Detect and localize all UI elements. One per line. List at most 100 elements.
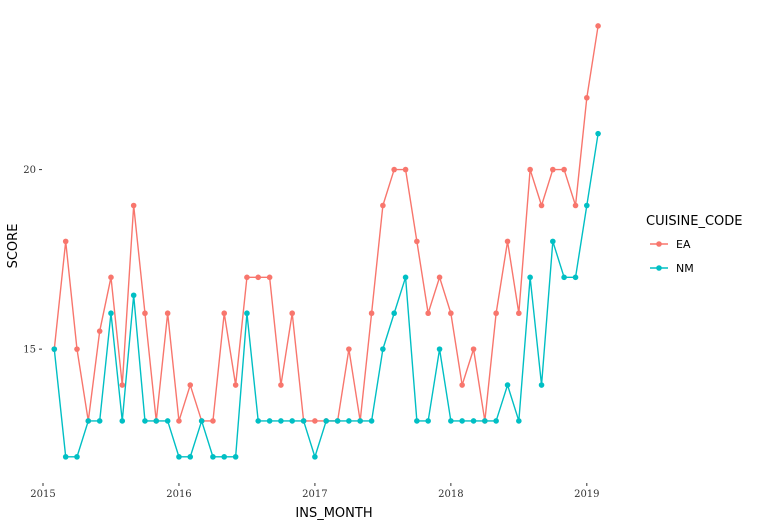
data-point-ea [221,310,228,317]
data-point-ea [595,23,601,29]
data-point-ea [516,310,522,317]
data-point-ea [119,382,126,388]
legend-label-ea: EA [676,238,691,251]
data-point-nm [357,418,363,424]
series-line-ea [53,25,599,422]
data-point-nm [266,418,273,424]
data-point-nm [221,454,228,460]
data-point-nm [85,418,92,424]
data-point-ea [527,166,533,173]
data-point-nm [572,274,579,281]
data-point-nm [425,418,431,424]
data-point-nm [493,418,499,424]
x-axis-title: INS_MONTH [295,506,372,521]
data-point-nm [244,310,250,317]
data-point-nm [482,418,488,424]
data-point-nm [368,418,375,424]
data-point-ea [414,238,420,245]
legend-item-nm: NM [650,262,694,275]
data-point-nm [448,418,454,424]
data-point-nm [323,418,329,424]
data-point-nm [391,310,397,317]
data-point-nm [550,238,556,245]
data-point-ea [493,310,499,317]
data-point-nm [153,418,160,424]
data-point-nm [516,418,522,424]
data-point-ea [550,166,556,173]
data-point-ea [164,310,171,317]
y-tick-label: 15 [23,345,36,356]
data-point-ea [368,310,375,317]
legend: CUISINE_CODE EA NM [646,214,742,275]
data-point-nm [130,292,137,299]
data-point-ea [504,238,511,245]
data-point-ea [74,346,80,352]
data-point-ea [108,274,114,281]
x-tick-label: 2017 [302,489,327,500]
data-point-nm [255,418,262,424]
data-point-nm [119,418,126,424]
x-axis: 2015 2016 2017 2018 2019 [30,483,600,500]
data-point-nm [584,202,590,209]
data-point-nm [289,418,296,424]
data-point-nm [414,418,420,424]
data-point-ea [346,346,352,352]
series-nm [51,130,601,460]
data-point-nm [176,454,182,460]
data-point-nm [470,418,477,424]
data-point-nm [595,130,601,137]
data-point-ea [312,418,318,424]
data-point-ea [391,166,397,173]
data-point-nm [198,418,205,424]
data-point-nm [278,418,284,424]
series-layer [51,23,601,460]
data-point-nm [187,454,194,460]
data-point-nm [142,418,148,424]
data-point-ea [459,382,465,388]
data-point-nm [402,274,409,281]
data-point-ea [210,418,216,424]
data-point-ea [278,382,284,388]
data-point-nm [232,454,239,460]
data-point-nm [108,310,114,317]
data-point-ea [380,202,386,209]
legend-label-nm: NM [676,262,694,275]
y-axis-title: SCORE [6,224,21,269]
legend-title: CUISINE_CODE [646,214,742,229]
data-point-nm [380,346,386,352]
data-point-ea [572,202,579,209]
data-point-nm [164,418,171,424]
x-tick-label: 2019 [574,489,599,500]
data-point-ea [244,274,250,281]
data-point-ea [96,328,103,334]
data-point-ea [266,274,273,281]
data-point-nm [62,454,69,460]
data-point-nm [334,418,341,424]
data-point-nm [538,382,545,388]
x-tick-label: 2018 [438,489,463,500]
x-tick-label: 2015 [30,489,55,500]
data-point-nm [561,274,567,281]
data-point-ea [470,346,477,352]
data-point-ea [561,166,567,173]
data-point-ea [584,94,590,101]
data-point-nm [300,418,307,424]
data-point-ea [62,238,69,245]
data-point-ea [142,310,148,317]
data-point-nm [527,274,533,281]
y-tick-label: 20 [23,165,36,176]
data-point-nm [504,382,511,388]
data-point-ea [538,202,545,209]
data-point-nm [74,454,80,460]
legend-key-point-ea [656,241,662,247]
data-point-ea [176,418,182,424]
data-point-ea [289,310,296,317]
data-point-ea [436,274,443,281]
data-point-ea [130,202,137,209]
data-point-nm [346,418,352,424]
data-point-nm [436,346,443,352]
data-point-ea [448,310,454,317]
legend-key-point-nm [656,265,662,271]
